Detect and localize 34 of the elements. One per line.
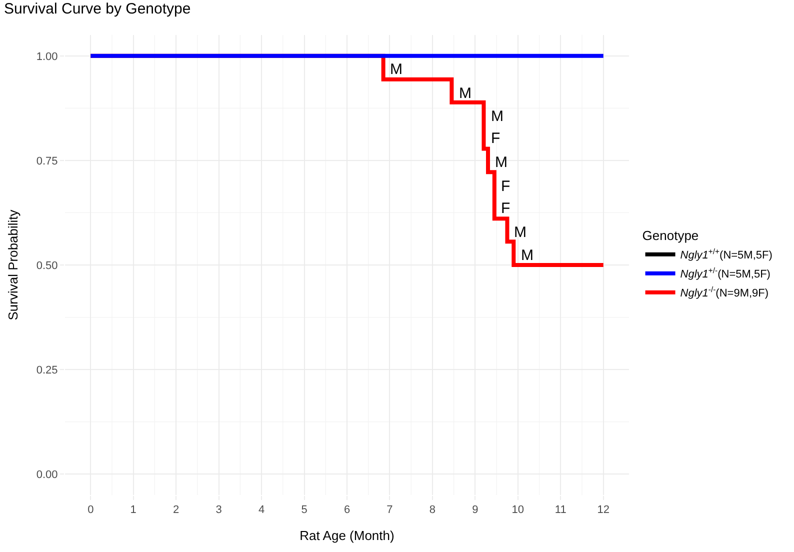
annotation: F xyxy=(501,178,510,195)
x-axis-title: Rat Age (Month) xyxy=(300,528,394,543)
annotation: M xyxy=(521,247,534,264)
x-tick-label: 4 xyxy=(258,504,265,516)
x-tick-label: 2 xyxy=(173,504,180,516)
x-tick-label: 7 xyxy=(386,504,393,516)
y-tick-label: 0.75 xyxy=(36,155,58,168)
x-tick-label: 5 xyxy=(301,504,308,516)
legend-label: Ngly1$^{+/+}$(N=5M,5F) xyxy=(680,247,772,262)
legend-label: Ngly1$^{+/-}$(N=5M,5F) xyxy=(680,266,770,281)
x-tick-label: 6 xyxy=(344,504,350,516)
x-tick-label: 3 xyxy=(216,504,222,516)
annotation: M xyxy=(459,85,472,102)
annotation: M xyxy=(514,224,526,241)
x-tick-label: 8 xyxy=(429,504,436,516)
x-tick-label: 11 xyxy=(554,504,566,516)
y-tick-label: 0.00 xyxy=(36,468,58,481)
y-tick-label: 1.00 xyxy=(36,50,58,63)
annotation: F xyxy=(501,200,510,217)
annotation: M xyxy=(495,154,508,171)
y-tick-label: 0.50 xyxy=(36,260,58,272)
x-tick-label: 10 xyxy=(512,504,524,516)
chart-title: Survival Curve by Genotype xyxy=(4,0,191,18)
legend-title: Genotype xyxy=(642,228,699,243)
annotation: M xyxy=(390,61,402,78)
x-tick-label: 12 xyxy=(597,504,610,516)
legend-label: Ngly1$^{-/-}$(N=9M,9F) xyxy=(680,285,769,300)
x-tick-label: 0 xyxy=(88,504,94,516)
y-tick-label: 0.25 xyxy=(36,364,58,376)
y-axis-title: Survival Probability xyxy=(5,209,20,320)
annotation: F xyxy=(491,130,500,147)
x-tick-label: 9 xyxy=(472,504,478,516)
annotation: M xyxy=(491,108,504,125)
x-tick-label: 1 xyxy=(130,504,136,516)
